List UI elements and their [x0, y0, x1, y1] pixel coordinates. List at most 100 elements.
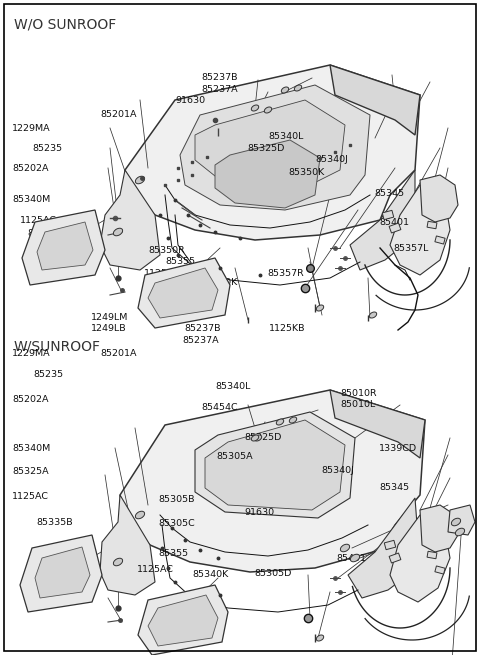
Polygon shape	[435, 566, 445, 574]
Ellipse shape	[252, 435, 259, 441]
Text: 1125AC: 1125AC	[20, 215, 57, 225]
Text: 85345: 85345	[374, 189, 405, 198]
Text: 85401: 85401	[336, 554, 366, 563]
Polygon shape	[448, 505, 475, 535]
Text: 1125KB: 1125KB	[269, 324, 305, 333]
Polygon shape	[180, 85, 370, 210]
Text: 1125AC: 1125AC	[137, 565, 174, 574]
Text: 1125AC: 1125AC	[144, 269, 181, 278]
Polygon shape	[195, 412, 355, 518]
Ellipse shape	[316, 635, 324, 641]
Text: 85201A: 85201A	[101, 349, 137, 358]
Text: 85355: 85355	[158, 549, 189, 558]
Ellipse shape	[294, 85, 302, 91]
Text: 1249LM: 1249LM	[91, 312, 129, 322]
Ellipse shape	[456, 528, 465, 536]
Text: 85237A: 85237A	[182, 336, 219, 345]
Text: 85340L: 85340L	[269, 132, 304, 141]
Polygon shape	[22, 210, 105, 285]
Text: 85340J: 85340J	[316, 155, 348, 164]
Text: 85350K: 85350K	[288, 168, 324, 177]
Text: 85325D: 85325D	[245, 433, 282, 442]
Text: 1229MA: 1229MA	[12, 124, 50, 133]
Ellipse shape	[252, 105, 259, 111]
Text: 85454C: 85454C	[202, 403, 238, 412]
Ellipse shape	[135, 512, 144, 519]
Ellipse shape	[113, 228, 122, 236]
Text: 85010L: 85010L	[341, 400, 376, 409]
Text: 85010R: 85010R	[341, 388, 377, 398]
Text: 85235: 85235	[33, 143, 63, 153]
Polygon shape	[205, 420, 345, 510]
Text: 85202A: 85202A	[12, 164, 48, 174]
Text: 85305B: 85305B	[158, 495, 195, 504]
Ellipse shape	[289, 417, 297, 423]
Text: W/O SUNROOF: W/O SUNROOF	[14, 18, 116, 32]
Polygon shape	[389, 223, 401, 233]
Text: 85305D: 85305D	[254, 569, 292, 578]
Text: 1339CD: 1339CD	[379, 444, 417, 453]
Text: 85340K: 85340K	[202, 278, 238, 288]
Polygon shape	[195, 100, 345, 185]
Polygon shape	[20, 535, 102, 612]
Text: 85401: 85401	[379, 218, 409, 227]
Text: 85237B: 85237B	[185, 324, 221, 333]
Text: 85202A: 85202A	[12, 395, 48, 404]
Polygon shape	[100, 495, 155, 595]
Text: 85335B: 85335B	[28, 229, 64, 238]
Polygon shape	[390, 185, 450, 275]
Ellipse shape	[316, 305, 324, 311]
Polygon shape	[330, 65, 420, 135]
Polygon shape	[420, 175, 458, 222]
Polygon shape	[384, 540, 396, 550]
Ellipse shape	[340, 544, 349, 552]
Polygon shape	[427, 552, 437, 559]
Text: 85345: 85345	[379, 483, 409, 493]
Text: 91630: 91630	[245, 508, 275, 517]
Text: 85335B: 85335B	[36, 518, 72, 527]
Text: 85357R: 85357R	[268, 269, 305, 278]
Text: 91630: 91630	[175, 96, 205, 105]
Text: 1229MA: 1229MA	[12, 349, 50, 358]
Polygon shape	[348, 498, 418, 598]
Polygon shape	[148, 595, 218, 646]
Ellipse shape	[350, 554, 360, 562]
Text: 1125AC: 1125AC	[12, 492, 49, 501]
Ellipse shape	[113, 558, 122, 566]
Polygon shape	[389, 553, 401, 563]
Polygon shape	[100, 170, 160, 270]
Polygon shape	[420, 505, 458, 552]
Polygon shape	[435, 236, 445, 244]
Text: 85355: 85355	[166, 257, 196, 267]
Ellipse shape	[135, 176, 144, 184]
Polygon shape	[350, 170, 415, 270]
Text: 85305A: 85305A	[216, 452, 252, 461]
Ellipse shape	[276, 419, 284, 425]
Text: 85340M: 85340M	[12, 444, 50, 453]
Polygon shape	[120, 390, 425, 572]
Text: 85340L: 85340L	[215, 382, 251, 391]
Text: 85305C: 85305C	[158, 519, 195, 529]
Text: 85237B: 85237B	[202, 73, 238, 82]
Text: 85235: 85235	[34, 370, 64, 379]
Polygon shape	[427, 221, 437, 229]
Text: 85325A: 85325A	[12, 467, 48, 476]
Polygon shape	[215, 140, 320, 208]
Polygon shape	[148, 268, 218, 318]
Polygon shape	[35, 547, 90, 598]
Text: 85350R: 85350R	[149, 246, 186, 255]
Ellipse shape	[369, 312, 377, 318]
Polygon shape	[37, 222, 93, 270]
Text: 85340K: 85340K	[192, 570, 228, 579]
Text: W/SUNROOF: W/SUNROOF	[14, 340, 101, 354]
Text: 85340J: 85340J	[322, 466, 354, 475]
Polygon shape	[138, 585, 228, 655]
Polygon shape	[125, 65, 420, 240]
Polygon shape	[330, 390, 425, 458]
Text: 85357L: 85357L	[394, 244, 429, 253]
Text: 85237A: 85237A	[202, 84, 238, 94]
Polygon shape	[138, 258, 230, 328]
Text: 85340M: 85340M	[12, 195, 50, 204]
Polygon shape	[390, 515, 450, 602]
Text: 85201A: 85201A	[101, 110, 137, 119]
